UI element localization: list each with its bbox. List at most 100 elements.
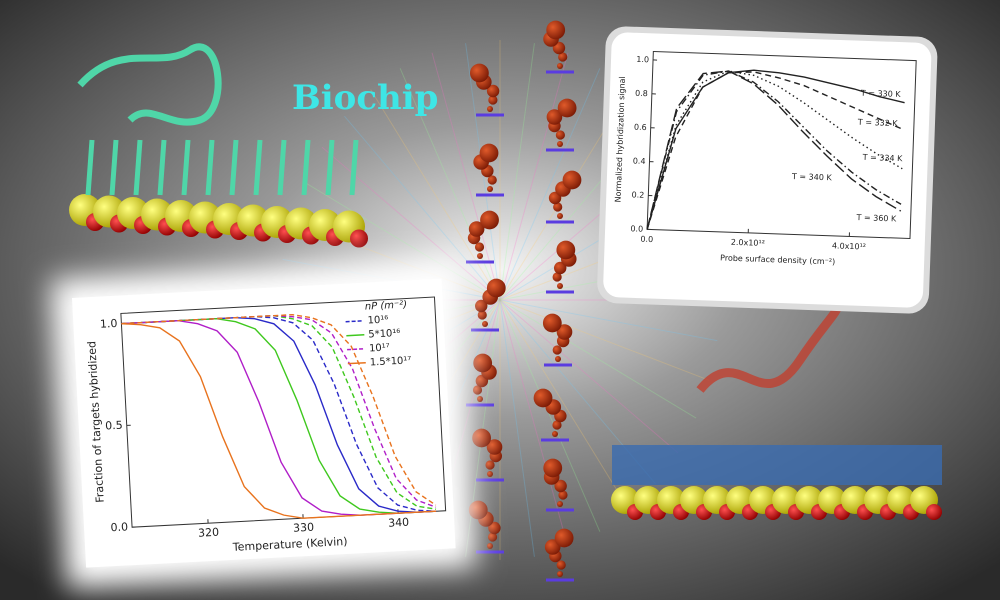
legend-label: 10¹⁶ bbox=[367, 314, 388, 326]
bead bbox=[557, 283, 563, 289]
bead bbox=[546, 20, 566, 40]
ray bbox=[499, 299, 630, 511]
legend-label: 1.5*10¹⁷ bbox=[370, 355, 412, 368]
legend-swatch bbox=[347, 347, 366, 351]
bead bbox=[558, 490, 568, 500]
series-label: T = 360 K bbox=[855, 213, 897, 223]
ray bbox=[499, 299, 710, 381]
stick bbox=[349, 139, 359, 196]
ray bbox=[499, 299, 697, 419]
atom bbox=[926, 504, 942, 520]
bead bbox=[487, 532, 498, 542]
bead bbox=[552, 345, 562, 355]
bead bbox=[488, 521, 501, 535]
ray bbox=[499, 68, 601, 301]
bead bbox=[480, 210, 499, 230]
bead bbox=[556, 324, 573, 340]
x-tick-label: 340 bbox=[388, 516, 410, 530]
stick bbox=[85, 139, 95, 196]
bead bbox=[552, 431, 558, 437]
bead bbox=[487, 471, 493, 477]
stick bbox=[181, 139, 191, 196]
x-axis-label: Temperature (Kelvin) bbox=[232, 535, 348, 554]
stick bbox=[301, 139, 311, 196]
bead bbox=[556, 240, 576, 260]
bead bbox=[486, 439, 503, 455]
bead bbox=[546, 109, 563, 125]
bead bbox=[555, 356, 561, 362]
legend-label: 5*10¹⁶ bbox=[368, 328, 401, 341]
series-line bbox=[646, 70, 902, 230]
bead bbox=[553, 202, 563, 212]
y-tick-label: 0.4 bbox=[633, 156, 646, 165]
series-line bbox=[646, 71, 904, 230]
ray bbox=[499, 299, 601, 532]
card bbox=[603, 32, 932, 308]
bead bbox=[474, 242, 485, 252]
y-tick-label: 0.0 bbox=[110, 520, 128, 534]
ray bbox=[499, 43, 535, 301]
series-line-dashed bbox=[121, 313, 437, 506]
series-line bbox=[646, 70, 903, 230]
bead bbox=[557, 213, 563, 219]
stick bbox=[325, 139, 335, 196]
bead bbox=[542, 313, 562, 333]
ray bbox=[344, 115, 501, 301]
bead bbox=[487, 186, 493, 192]
stick bbox=[229, 139, 239, 196]
ray bbox=[303, 181, 501, 301]
bead bbox=[486, 84, 500, 98]
stick bbox=[109, 139, 119, 196]
chart-card-right: 0.0 0.2 0.4 0.6 0.8 1.0 0.0 2.0x10¹² 4.0x10¹² Pro… bbox=[597, 26, 938, 314]
x-tick-label: 320 bbox=[198, 526, 220, 540]
banner-title: Biochip bbox=[292, 78, 438, 118]
ray bbox=[370, 89, 501, 301]
bead bbox=[487, 175, 497, 185]
bead bbox=[552, 272, 562, 282]
legend-swatch bbox=[346, 334, 365, 337]
x-tick-label: 2.0x10¹² bbox=[731, 238, 765, 248]
legend-title: nP (m⁻²) bbox=[365, 299, 408, 312]
bead bbox=[468, 221, 485, 237]
y-tick-label: 0.0 bbox=[630, 224, 643, 233]
bead bbox=[479, 143, 499, 163]
legend-swatch bbox=[347, 361, 366, 365]
stick bbox=[157, 139, 167, 196]
bead bbox=[477, 253, 483, 259]
bead bbox=[473, 353, 493, 373]
bead bbox=[543, 458, 563, 478]
bead bbox=[557, 141, 563, 147]
ray bbox=[499, 299, 569, 548]
series-label: T = 330 K bbox=[860, 89, 902, 99]
bead bbox=[477, 310, 487, 320]
bead bbox=[533, 388, 553, 408]
y-tick-label: 0.6 bbox=[634, 123, 647, 132]
bead bbox=[487, 106, 493, 112]
bead bbox=[557, 63, 563, 69]
y-tick-label: 0.8 bbox=[635, 89, 648, 98]
y-tick-label: 1.0 bbox=[100, 317, 118, 331]
bead bbox=[486, 278, 506, 298]
bead bbox=[554, 479, 567, 493]
stick bbox=[277, 139, 287, 196]
stick bbox=[205, 139, 215, 196]
series-line bbox=[646, 70, 902, 230]
legend-label: 10¹⁷ bbox=[369, 342, 390, 354]
y-tick-label: 0.5 bbox=[105, 419, 123, 433]
bead bbox=[557, 501, 563, 507]
bead bbox=[488, 95, 498, 105]
bead bbox=[552, 420, 562, 430]
bead bbox=[472, 428, 492, 448]
y-tick-label: 0.2 bbox=[631, 190, 644, 199]
stick bbox=[133, 139, 143, 196]
bead bbox=[555, 130, 565, 140]
bead bbox=[482, 321, 488, 327]
series-label: T = 334 K bbox=[862, 153, 904, 163]
chain bbox=[77, 43, 222, 126]
series-label: T = 340 K bbox=[791, 172, 833, 182]
ray bbox=[499, 299, 679, 454]
x-tick-label: 0.0 bbox=[640, 235, 653, 244]
